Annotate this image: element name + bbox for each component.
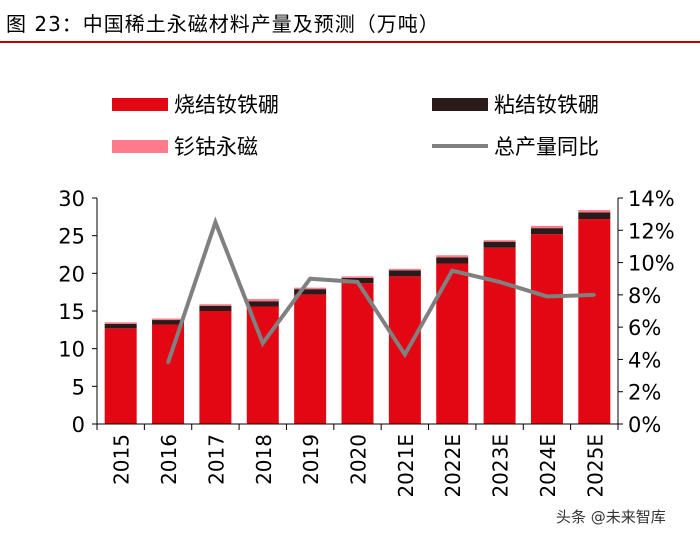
legend-swatch-1: [112, 98, 168, 111]
legend-label-1: 烧结钕铁硼: [174, 93, 279, 117]
left-tick-label-25: 25: [58, 225, 85, 249]
x-tick-label-2021E: 2021E: [394, 434, 418, 498]
figure-title: 图 23：中国稀土永磁材料产量及预测（万吨）: [6, 12, 440, 36]
line-growth-series: [166, 216, 595, 364]
x-tick-label-2022E: 2022E: [441, 434, 465, 498]
right-tick-label-2%: 2%: [628, 381, 661, 405]
line-point-2019: [308, 277, 312, 281]
bar-2019-series-3: [294, 287, 327, 290]
bar-2021E-series-2: [388, 270, 421, 277]
x-tick-label-2020: 2020: [347, 434, 371, 485]
right-tick-label-0%: 0%: [628, 413, 661, 437]
left-axis-tick-labels: 0 5 10 15 20 25 30: [58, 187, 97, 437]
legend-swatch-3: [112, 140, 168, 153]
bar-2024E-series-2: [530, 228, 563, 235]
left-tick-label-0: 0: [72, 413, 85, 437]
line-point-2022E: [450, 269, 454, 273]
bar-2020-series-1: [341, 283, 374, 424]
bar-2023E-series-3: [483, 240, 516, 242]
bar-2025E-series-1: [578, 219, 611, 424]
x-tick-label-2019: 2019: [299, 434, 323, 485]
bar-2020-series-3: [341, 276, 374, 278]
bar-2017-series-2: [199, 305, 232, 311]
bar-series: [104, 210, 611, 424]
right-axis-tick-labels: 0% 2% 4% 6% 8% 10% 12% 14%: [618, 187, 675, 437]
legend-label-4: 总产量同比: [494, 135, 599, 159]
bar-2022E-series-2: [436, 257, 469, 264]
bar-2023E-series-2: [483, 241, 516, 248]
legend-swatch-2: [432, 98, 488, 111]
left-tick-label-5: 5: [72, 375, 85, 399]
bar-2016-series-3: [152, 318, 185, 321]
x-tick-label-2018: 2018: [252, 434, 276, 485]
bar-2017-series-1: [199, 311, 232, 424]
bar-2015-series-1: [104, 328, 137, 424]
bar-2016-series-1: [152, 324, 185, 424]
right-tick-label-6%: 6%: [628, 316, 661, 340]
bar-2018-series-3: [246, 298, 279, 302]
bar-2019-series-1: [294, 294, 327, 424]
watermark: 头条 @未来智库: [556, 508, 666, 526]
bar-2017-series-3: [199, 304, 232, 306]
left-tick-label-30: 30: [58, 187, 85, 211]
bar-2019-series-2: [294, 289, 327, 295]
line-point-2017: [213, 220, 217, 224]
line-point-2023E: [498, 280, 502, 284]
line-point-2018: [261, 341, 265, 345]
axes: [96, 198, 619, 430]
legend-label-2: 粘结钕铁硼: [494, 93, 599, 117]
left-tick-label-15: 15: [58, 300, 85, 324]
bar-2023E-series-1: [483, 247, 516, 424]
right-tick-label-4%: 4%: [628, 348, 661, 372]
x-tick-label-2023E: 2023E: [489, 434, 513, 498]
title-divider: [0, 41, 700, 43]
bar-2024E-series-1: [530, 234, 563, 424]
line-point-2020: [356, 280, 359, 284]
x-tick-label-2017: 2017: [204, 434, 228, 485]
bar-2024E-series-3: [530, 225, 563, 229]
bar-2018-series-2: [246, 301, 279, 307]
bar-2022E-series-3: [436, 255, 469, 258]
bar-2021E-series-1: [388, 276, 421, 424]
x-axis-tick-labels: 2015 2016 2017 2018 2019 2020 2021E 2022E 2023E 2…: [110, 434, 608, 498]
line-point-2025E: [592, 293, 596, 297]
left-tick-label-20: 20: [58, 262, 85, 286]
x-tick-label-2016: 2016: [157, 434, 181, 485]
legend-label-3: 钐钴永磁: [174, 135, 258, 159]
x-tick-label-2024E: 2024E: [536, 434, 560, 498]
x-tick-label-2015: 2015: [110, 434, 134, 485]
line-point-2024E: [545, 294, 549, 298]
bar-2025E-series-3: [578, 210, 611, 213]
line-point-2016: [166, 361, 170, 365]
line-point-2021E: [403, 353, 407, 357]
bar-2018-series-1: [246, 306, 279, 424]
bar-2021E-series-3: [388, 268, 421, 271]
line-series: [166, 216, 596, 365]
bar-2015-series-3: [104, 322, 137, 324]
bar-2016-series-2: [152, 320, 185, 325]
right-tick-label-8%: 8%: [628, 284, 661, 308]
x-tick-label-2025E: 2025E: [583, 434, 607, 498]
bar-2015-series-2: [104, 323, 137, 329]
right-tick-label-10%: 10%: [628, 252, 675, 276]
left-tick-label-10: 10: [58, 338, 85, 362]
bar-2025E-series-2: [578, 212, 611, 220]
right-tick-label-12%: 12%: [628, 219, 675, 243]
right-tick-label-14%: 14%: [628, 187, 675, 211]
